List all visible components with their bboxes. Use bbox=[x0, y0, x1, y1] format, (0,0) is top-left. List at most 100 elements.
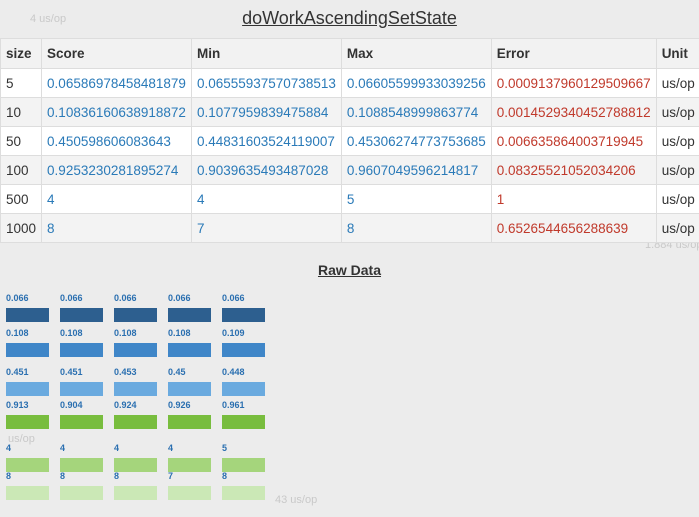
bar-label: 5 bbox=[222, 443, 227, 453]
table-cell: 0.06586978458481879 bbox=[41, 68, 192, 98]
bar-label: 0.926 bbox=[168, 400, 191, 410]
table-cell: 0.06555937570738513 bbox=[190, 68, 342, 98]
ghost-label: 43 us/op bbox=[275, 494, 317, 506]
bar-label: 4 bbox=[6, 443, 11, 453]
bar-label: 0.108 bbox=[168, 328, 191, 338]
bar-label: 4 bbox=[168, 443, 173, 453]
bar bbox=[222, 458, 265, 472]
bar-label: 8 bbox=[114, 471, 119, 481]
bar bbox=[114, 458, 157, 472]
bar-label: 0.913 bbox=[6, 400, 29, 410]
bar-label: 0.924 bbox=[114, 400, 137, 410]
raw-data-title: Raw Data bbox=[317, 262, 382, 278]
bar bbox=[6, 458, 49, 472]
bar bbox=[222, 486, 265, 500]
bar-label: 8 bbox=[222, 471, 227, 481]
bar bbox=[60, 458, 103, 472]
table-cell: 0.1077959839475884 bbox=[190, 97, 342, 127]
table-cell: 0.450598606083643 bbox=[41, 126, 192, 156]
table-cell: 0.006635864003719945 bbox=[490, 126, 657, 156]
table-cell: 50 bbox=[0, 126, 43, 156]
table-cell: 0.45306274773753685 bbox=[340, 126, 492, 156]
bar bbox=[114, 415, 157, 429]
table-cell: us/op bbox=[655, 213, 699, 243]
bar bbox=[6, 486, 49, 500]
bar bbox=[60, 343, 103, 357]
bar-label: 0.451 bbox=[60, 367, 83, 377]
table-row: 500 4 4 5 1 us/op bbox=[0, 184, 699, 214]
table-cell: 0.10836160638918872 bbox=[41, 97, 192, 127]
bar bbox=[168, 415, 211, 429]
bar bbox=[114, 382, 157, 396]
bar-label: 0.066 bbox=[60, 293, 83, 303]
bar bbox=[168, 343, 211, 357]
table-cell: 5 bbox=[340, 184, 492, 214]
ghost-label: 4 us/op bbox=[30, 13, 66, 25]
bar-label: 0.45 bbox=[168, 367, 186, 377]
bar-label: 0.066 bbox=[6, 293, 29, 303]
table-cell: 7 bbox=[190, 213, 342, 243]
bar-label: 7 bbox=[168, 471, 173, 481]
bar-label: 0.108 bbox=[114, 328, 137, 338]
bar-label: 0.066 bbox=[114, 293, 137, 303]
table-cell: 0.1088548999863774 bbox=[340, 97, 492, 127]
table-cell: 0.9039635493487028 bbox=[190, 155, 342, 185]
table-cell: us/op bbox=[655, 184, 699, 214]
bar-label: 0.904 bbox=[60, 400, 83, 410]
bar-label: 0.066 bbox=[222, 293, 245, 303]
column-header: size bbox=[0, 38, 43, 69]
bar-label: 0.453 bbox=[114, 367, 137, 377]
bar bbox=[114, 486, 157, 500]
table-cell: 0.9253230281895274 bbox=[41, 155, 192, 185]
ghost-label: us/op bbox=[8, 433, 35, 445]
bar bbox=[60, 486, 103, 500]
table-cell: 5 bbox=[0, 68, 43, 98]
column-header: Max bbox=[340, 38, 492, 69]
bar-label: 0.066 bbox=[168, 293, 191, 303]
table-cell: 0.6526544656288639 bbox=[490, 213, 657, 243]
bar bbox=[168, 382, 211, 396]
table-cell: 8 bbox=[340, 213, 492, 243]
table-cell: 0.08325521052034206 bbox=[490, 155, 657, 185]
bar bbox=[6, 308, 49, 322]
bar-label: 4 bbox=[114, 443, 119, 453]
bar-label: 0.108 bbox=[6, 328, 29, 338]
bar bbox=[6, 415, 49, 429]
bar-label: 8 bbox=[6, 471, 11, 481]
table-cell: 1000 bbox=[0, 213, 43, 243]
bar bbox=[168, 486, 211, 500]
bar-label: 0.451 bbox=[6, 367, 29, 377]
bar bbox=[222, 382, 265, 396]
bar bbox=[222, 308, 265, 322]
bar bbox=[222, 343, 265, 357]
column-header: Score bbox=[41, 38, 192, 69]
bar bbox=[60, 415, 103, 429]
bar bbox=[168, 458, 211, 472]
table-cell: us/op bbox=[655, 68, 699, 98]
bar bbox=[6, 343, 49, 357]
bar bbox=[222, 415, 265, 429]
bar bbox=[6, 382, 49, 396]
bar bbox=[60, 308, 103, 322]
bar-label: 0.448 bbox=[222, 367, 245, 377]
bar-label: 0.108 bbox=[60, 328, 83, 338]
table-cell: 4 bbox=[190, 184, 342, 214]
bar-label: 0.961 bbox=[222, 400, 245, 410]
page-title: doWorkAscendingSetState bbox=[242, 8, 457, 28]
bar bbox=[168, 308, 211, 322]
table-cell: us/op bbox=[655, 126, 699, 156]
bar-label: 4 bbox=[60, 443, 65, 453]
table-cell: 0.0014529340452788812 bbox=[490, 97, 657, 127]
table-row: 5 0.06586978458481879 0.06555937570738513 0… bbox=[0, 68, 699, 98]
table-row: 10 0.10836160638918872 0.1077959839475884 0… bbox=[0, 97, 699, 127]
results-table: size Score Min Max Error Unit 5 0.0658697845848… bbox=[0, 38, 699, 243]
table-cell: 500 bbox=[0, 184, 43, 214]
table-row: 1000 8 7 8 0.6526544656288639 us/op bbox=[0, 213, 699, 243]
bar-label: 8 bbox=[60, 471, 65, 481]
bar-label: 0.109 bbox=[222, 328, 245, 338]
table-cell: us/op bbox=[655, 97, 699, 127]
bar bbox=[114, 308, 157, 322]
bar bbox=[114, 343, 157, 357]
